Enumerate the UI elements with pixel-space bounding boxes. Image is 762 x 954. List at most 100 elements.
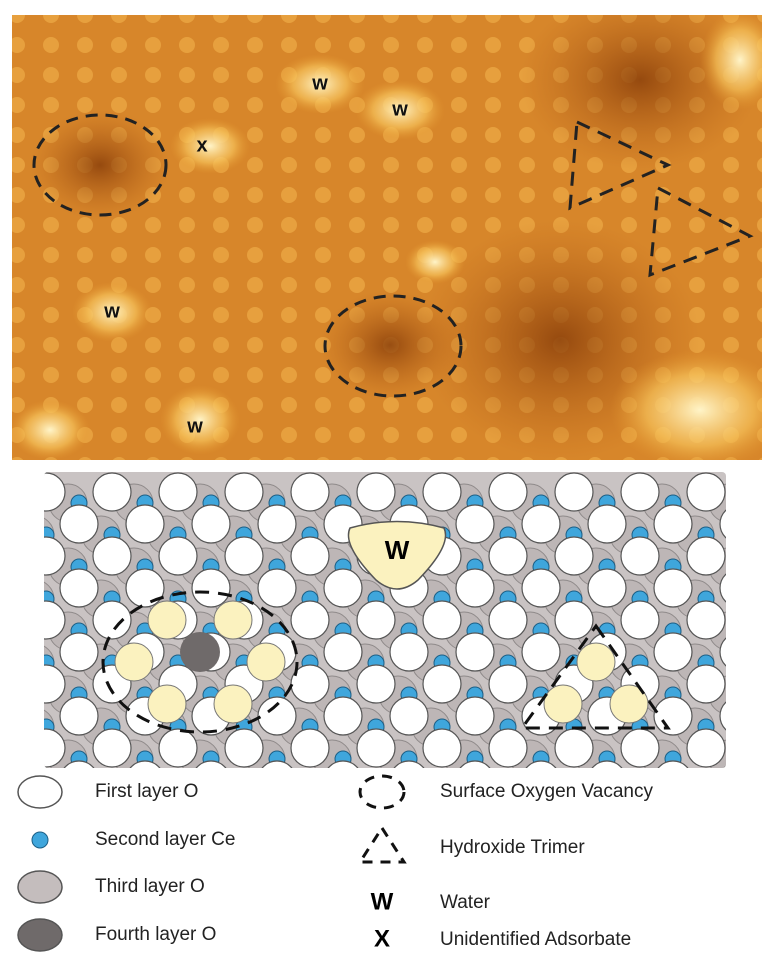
first-layer-o (93, 473, 131, 511)
third-layer-o (742, 772, 762, 810)
legend-label: Fourth layer O (95, 924, 216, 945)
swatch (18, 871, 62, 903)
third-layer-o (0, 740, 21, 778)
third-layer-o (0, 484, 21, 522)
legend-label: Hydroxide Trimer (440, 837, 585, 858)
stm-label: x (196, 134, 207, 156)
second-layer-ce (698, 783, 714, 799)
first-layer-o (687, 537, 725, 575)
first-layer-o (456, 505, 494, 543)
hydroxide (148, 685, 186, 723)
third-layer-o (742, 708, 762, 746)
first-layer-o (357, 473, 395, 511)
first-layer-o (423, 665, 461, 703)
first-layer-o (588, 569, 626, 607)
first-layer-o (522, 569, 560, 607)
first-layer-o (687, 601, 725, 639)
legend-label: Second layer Ce (95, 829, 235, 850)
stm-label: w (186, 415, 203, 437)
first-layer-o (60, 505, 98, 543)
hydroxide (544, 685, 582, 723)
water-label: W (385, 535, 410, 565)
legend-symbol: W (371, 888, 394, 915)
first-layer-o (489, 729, 527, 767)
first-layer-o (27, 601, 65, 639)
second-layer-ce (368, 783, 384, 799)
first-layer-o (654, 505, 692, 543)
first-layer-o (555, 601, 593, 639)
swatch (18, 919, 62, 951)
figure: wwxww W First layer OSecond layer CeThir… (0, 0, 762, 954)
first-layer-o (687, 665, 725, 703)
lattice-schematic: W (0, 472, 762, 810)
first-layer-o (489, 665, 527, 703)
third-layer-o (676, 772, 714, 810)
first-layer-o (159, 473, 197, 511)
fourth-layer-o (180, 632, 220, 672)
first-layer-o (0, 569, 32, 607)
second-layer-ce (302, 783, 318, 799)
first-layer-o (753, 473, 762, 511)
first-layer-o (621, 601, 659, 639)
first-layer-o (93, 729, 131, 767)
first-layer-o (456, 697, 494, 735)
first-layer-o (93, 537, 131, 575)
second-layer-ce (5, 559, 21, 575)
first-layer-o (225, 729, 263, 767)
legend-label: Surface Oxygen Vacancy (440, 781, 653, 802)
hydroxide (115, 643, 153, 681)
first-layer-o (225, 537, 263, 575)
third-layer-o (742, 644, 762, 682)
first-layer-o (654, 697, 692, 735)
first-layer-o (291, 729, 329, 767)
first-layer-o (687, 473, 725, 511)
second-layer-ce (731, 687, 747, 703)
first-layer-o (588, 505, 626, 543)
first-layer-o (720, 697, 758, 735)
stm-label: w (391, 98, 408, 120)
first-layer-o (621, 473, 659, 511)
first-layer-o (27, 729, 65, 767)
first-layer-o (621, 729, 659, 767)
hydroxide (214, 685, 252, 723)
first-layer-o (27, 473, 65, 511)
hydroxide (247, 643, 285, 681)
first-layer-o (654, 569, 692, 607)
first-layer-o (225, 473, 263, 511)
hydroxide (148, 601, 186, 639)
first-layer-o (753, 665, 762, 703)
second-layer-ce (731, 751, 747, 767)
first-layer-o (291, 473, 329, 511)
first-layer-o (27, 537, 65, 575)
stm-label: w (103, 300, 120, 322)
first-layer-o (423, 729, 461, 767)
first-layer-o (324, 761, 362, 799)
first-layer-o (60, 761, 98, 799)
second-layer-ce (731, 623, 747, 639)
first-layer-o (159, 729, 197, 767)
first-layer-o (555, 473, 593, 511)
first-layer-o (687, 729, 725, 767)
legend-label: Unidentified Adsorbate (440, 929, 631, 950)
second-layer-ce (5, 687, 21, 703)
first-layer-o (555, 729, 593, 767)
first-layer-o (522, 505, 560, 543)
first-layer-o (357, 665, 395, 703)
first-layer-o (93, 601, 131, 639)
first-layer-o (126, 569, 164, 607)
legend-label: Water (440, 892, 491, 913)
second-layer-ce (731, 559, 747, 575)
first-layer-o (489, 601, 527, 639)
first-layer-o (324, 633, 362, 671)
first-layer-o (258, 569, 296, 607)
first-layer-o (357, 729, 395, 767)
lattice-body: W (0, 472, 762, 810)
second-layer-ce (236, 783, 252, 799)
first-layer-o (324, 697, 362, 735)
first-layer-o (0, 697, 32, 735)
swatch (32, 832, 48, 848)
first-layer-o (192, 569, 230, 607)
first-layer-o (27, 665, 65, 703)
first-layer-o (258, 761, 296, 799)
swatch (360, 776, 404, 808)
